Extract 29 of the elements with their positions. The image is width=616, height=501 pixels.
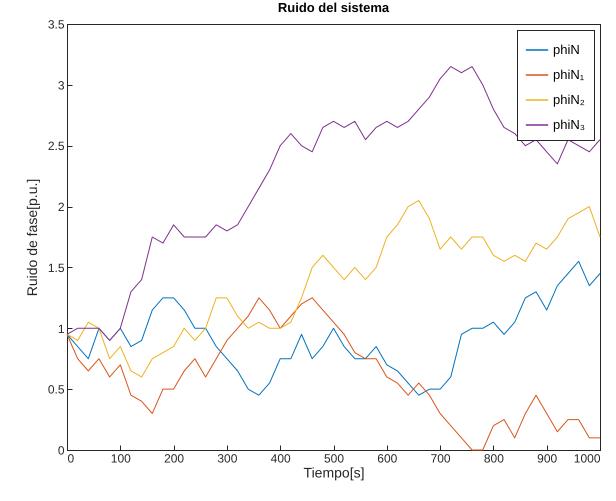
- legend-label: phiN₂: [553, 92, 585, 107]
- x-tick-label: 300: [217, 452, 238, 466]
- legend-label: phiN₁: [553, 67, 585, 82]
- x-tick-label: 0: [68, 452, 74, 466]
- x-tick-label: 100: [110, 452, 132, 466]
- x-tick-label: 500: [324, 452, 344, 466]
- y-tick-label: 3: [58, 78, 65, 92]
- line-series: [66, 200, 600, 378]
- x-tick-label: 400: [270, 452, 292, 466]
- chart-title: Ruido del sistema: [278, 0, 390, 15]
- x-tick-label: 600: [377, 452, 398, 466]
- legend-label: phiN₃: [553, 117, 586, 132]
- y-tick-label: 3.5: [48, 18, 65, 32]
- y-tick-label: 1.5: [48, 260, 65, 275]
- line-series: [66, 66, 600, 341]
- y-tick-label: 2: [58, 200, 65, 214]
- line-series: [66, 297, 600, 450]
- x-tick-label: 700: [430, 452, 451, 466]
- y-tick-label: 2.5: [48, 139, 65, 154]
- y-axis-title: Ruido de fase[p.u.]: [24, 178, 40, 296]
- x-tick-label: 200: [164, 452, 184, 466]
- x-tick-label: 800: [484, 452, 504, 466]
- x-tick-label: 1000: [574, 452, 601, 466]
- x-axis-title: Tiempo[s]: [304, 464, 364, 480]
- line-series: [66, 260, 600, 396]
- x-tick-label: 900: [537, 452, 558, 466]
- legend-label: phiN: [553, 42, 580, 57]
- y-tick-label: 1: [58, 322, 65, 336]
- y-tick-label: 0.5: [48, 382, 65, 397]
